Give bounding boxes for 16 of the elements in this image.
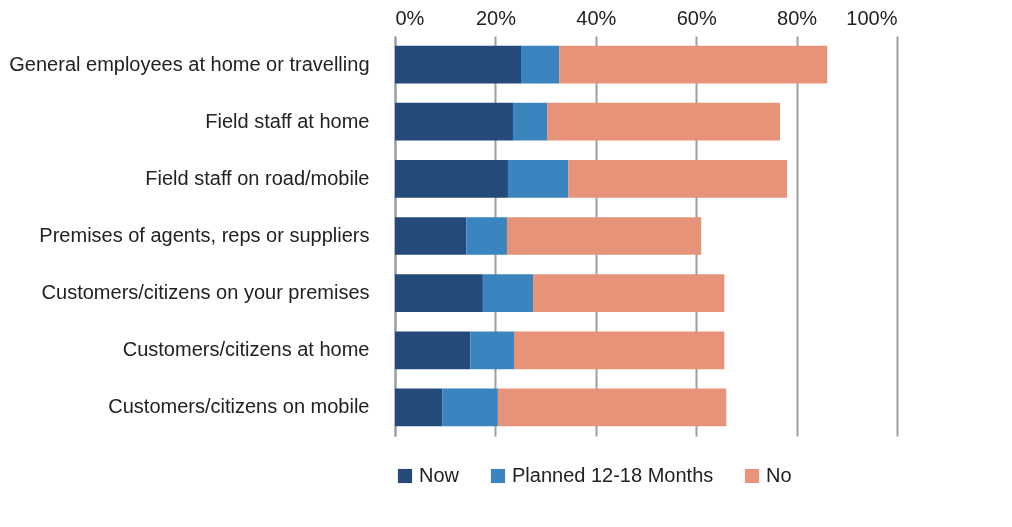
y-tick-label: Customers/citizens on your premises <box>41 281 370 304</box>
y-tick-label: Field staff at home <box>205 109 370 132</box>
x-tick-label: 0% <box>395 6 425 29</box>
x-tick-label: 40% <box>576 6 617 29</box>
x-tick-label: 80% <box>777 6 818 29</box>
x-tick-label: 20% <box>475 6 517 29</box>
y-tick-label: Customers/citizens at home <box>122 338 370 361</box>
legend-label: Now <box>419 464 460 486</box>
x-tick-label: 60% <box>676 6 717 29</box>
legend-label: No <box>766 464 792 486</box>
x-tick-label: 100% <box>846 6 898 29</box>
y-tick-label: Customers/citizens on mobile <box>108 395 370 418</box>
y-tick-label: Premises of agents, reps or suppliers <box>39 224 370 246</box>
y-tick-label: Field staff on road/mobile <box>145 166 370 189</box>
y-tick-label: General employees at home or travelling <box>9 52 370 75</box>
legend-label: Planned 12-18 Months <box>512 464 714 486</box>
